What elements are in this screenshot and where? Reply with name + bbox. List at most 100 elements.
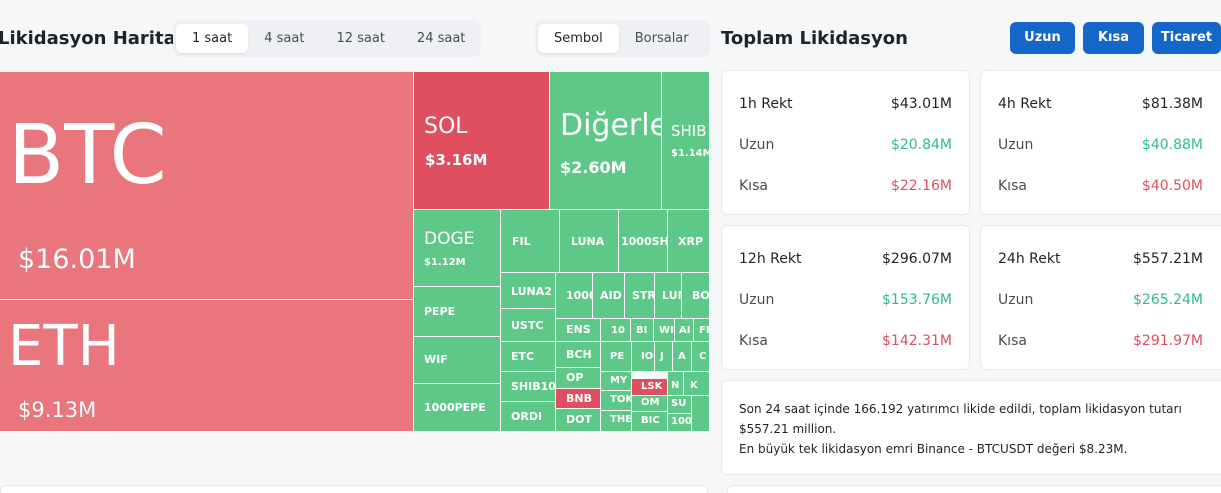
tile-10[interactable]: 10	[601, 319, 631, 342]
tile-label: IO	[641, 351, 654, 362]
tile-label: C	[699, 351, 707, 362]
tile-luna[interactable]: LUNA	[560, 210, 619, 273]
tab-1h[interactable]: 1 saat	[176, 24, 249, 53]
tile-dot[interactable]: DOT	[556, 409, 601, 432]
tile-fil[interactable]: FIL	[501, 210, 560, 273]
tile-label: J	[660, 351, 664, 362]
tile-label: TOK	[610, 394, 632, 405]
card-short-row: Kısa $291.97M	[998, 333, 1203, 349]
tile-wi[interactable]: WI	[654, 319, 675, 342]
tile-label: XRP	[678, 235, 704, 248]
tile-label: PE	[610, 351, 625, 362]
tile-bic[interactable]: BIC	[632, 412, 668, 432]
card-header-row: 24h Rekt $557.21M	[998, 251, 1203, 267]
summary-line: Son 24 saat içinde 166.192 yatırımcı lik…	[739, 402, 1182, 416]
tile-ens[interactable]: ENS	[556, 319, 601, 342]
tile-label: 1000SHIB	[621, 235, 668, 248]
tile-ai[interactable]: AI	[675, 319, 694, 342]
tile-1000pepe[interactable]: 1000PEPE	[414, 384, 501, 432]
card-header-row: 1h Rekt $43.01M	[739, 96, 952, 112]
tab-12h[interactable]: 12 saat	[336, 31, 385, 46]
tile-tok[interactable]: TOK	[601, 391, 632, 411]
tile-k[interactable]: K	[684, 372, 710, 396]
tile-value: $3.16M	[425, 151, 488, 169]
tile-bch[interactable]: BCH	[556, 342, 601, 368]
tile-my[interactable]: MY	[601, 372, 632, 391]
tile-misc[interactable]	[692, 396, 710, 432]
tile-label: STR	[632, 289, 655, 302]
tile-aid[interactable]: AID	[593, 273, 625, 319]
tile-c[interactable]: C	[692, 342, 710, 372]
tile-label: FIL	[512, 235, 531, 248]
tile-label: BIC	[641, 415, 660, 426]
tile-bo[interactable]: BO	[682, 273, 710, 319]
tile-doge[interactable]: DOGE $1.12M	[414, 210, 501, 287]
tile-eth[interactable]: ETH $9.13M	[0, 300, 414, 432]
card-title: 1h Rekt	[739, 96, 793, 112]
tile-label: LUN	[662, 289, 681, 302]
short-value: $291.97M	[1133, 333, 1203, 349]
card-short-row: Kısa $40.50M	[998, 178, 1203, 194]
tile-label: 10	[611, 325, 625, 336]
tile-pe[interactable]: PE	[601, 342, 632, 372]
tile-su[interactable]: SU	[668, 396, 692, 414]
tile-n[interactable]: N	[668, 372, 684, 396]
tile-bi[interactable]: BI	[631, 319, 654, 342]
tile-fi[interactable]: FI	[694, 319, 710, 342]
tile-om[interactable]: OM	[632, 396, 668, 412]
tile-shib[interactable]: SHIB $1.14M	[662, 72, 710, 210]
card-title: 24h Rekt	[998, 251, 1061, 267]
tile-label: WI	[659, 325, 674, 336]
tile-100[interactable]: 100	[668, 414, 692, 432]
card-long-row: Uzun $40.88M	[998, 137, 1203, 153]
tile-label: LUNA2	[511, 285, 552, 298]
tile-lun[interactable]: LUN	[655, 273, 682, 319]
tile-io[interactable]: IO	[632, 342, 655, 372]
tile-etc[interactable]: ETC	[501, 342, 556, 372]
tile-the[interactable]: THE	[601, 411, 632, 432]
tile-pepe[interactable]: PEPE	[414, 287, 501, 337]
tile-xrp[interactable]: XRP	[668, 210, 710, 273]
liquidation-map-title: Likidasyon Haritası	[0, 28, 193, 49]
tile-label: SHIB	[671, 122, 707, 140]
long-label: Uzun	[739, 137, 775, 153]
tile-1000shib[interactable]: 1000SHIB	[619, 210, 668, 273]
tile-label: ETH	[8, 314, 120, 379]
long-value: $265.24M	[1133, 292, 1203, 308]
tile-label: K	[690, 380, 698, 391]
tile-wif[interactable]: WIF	[414, 337, 501, 384]
time-range-tabs: 1 saat 4 saat 12 saat 24 saat	[173, 20, 481, 57]
tile-ordi[interactable]: ORDI	[501, 402, 556, 432]
short-label: Kısa	[739, 333, 768, 349]
tab-symbol[interactable]: Sembol	[538, 24, 619, 53]
tile-op[interactable]: OP	[556, 368, 601, 389]
tile-ustc[interactable]: USTC	[501, 309, 556, 342]
card-long-row: Uzun $265.24M	[998, 292, 1203, 308]
tile-shib100[interactable]: SHIB100	[501, 372, 556, 402]
tile-label: BTC	[8, 108, 167, 203]
tile-lsk[interactable]: LSK	[632, 379, 668, 396]
tile-luna2[interactable]: LUNA2	[501, 273, 556, 309]
long-button[interactable]: Uzun	[1010, 22, 1075, 54]
tab-exchanges[interactable]: Borsalar	[634, 31, 689, 46]
tile-label: AI	[679, 325, 691, 336]
tile-label: BNB	[566, 392, 592, 405]
tab-4h[interactable]: 4 saat	[264, 31, 305, 46]
tile-label: OP	[566, 371, 584, 384]
tile-str[interactable]: STR	[625, 273, 655, 319]
short-label: Kısa	[998, 333, 1027, 349]
tile-others[interactable]: Diğerleri $2.60M	[550, 72, 662, 210]
tile-value: $9.13M	[18, 398, 97, 422]
tile-label: 1000PEPE	[424, 401, 486, 414]
tab-24h[interactable]: 24 saat	[416, 31, 466, 46]
trade-button[interactable]: Ticaret	[1152, 22, 1221, 54]
tile-value: $1.14M	[671, 148, 710, 159]
tile-bnb[interactable]: BNB	[556, 389, 601, 409]
tile-j[interactable]: J	[655, 342, 673, 372]
tile-1000[interactable]: 1000	[556, 273, 593, 319]
tile-a[interactable]: A	[673, 342, 692, 372]
tile-label: LUNA	[571, 235, 605, 248]
tile-sol[interactable]: SOL $3.16M	[414, 72, 550, 210]
short-button[interactable]: Kısa	[1083, 22, 1144, 54]
tile-btc[interactable]: BTC $16.01M	[0, 72, 414, 300]
